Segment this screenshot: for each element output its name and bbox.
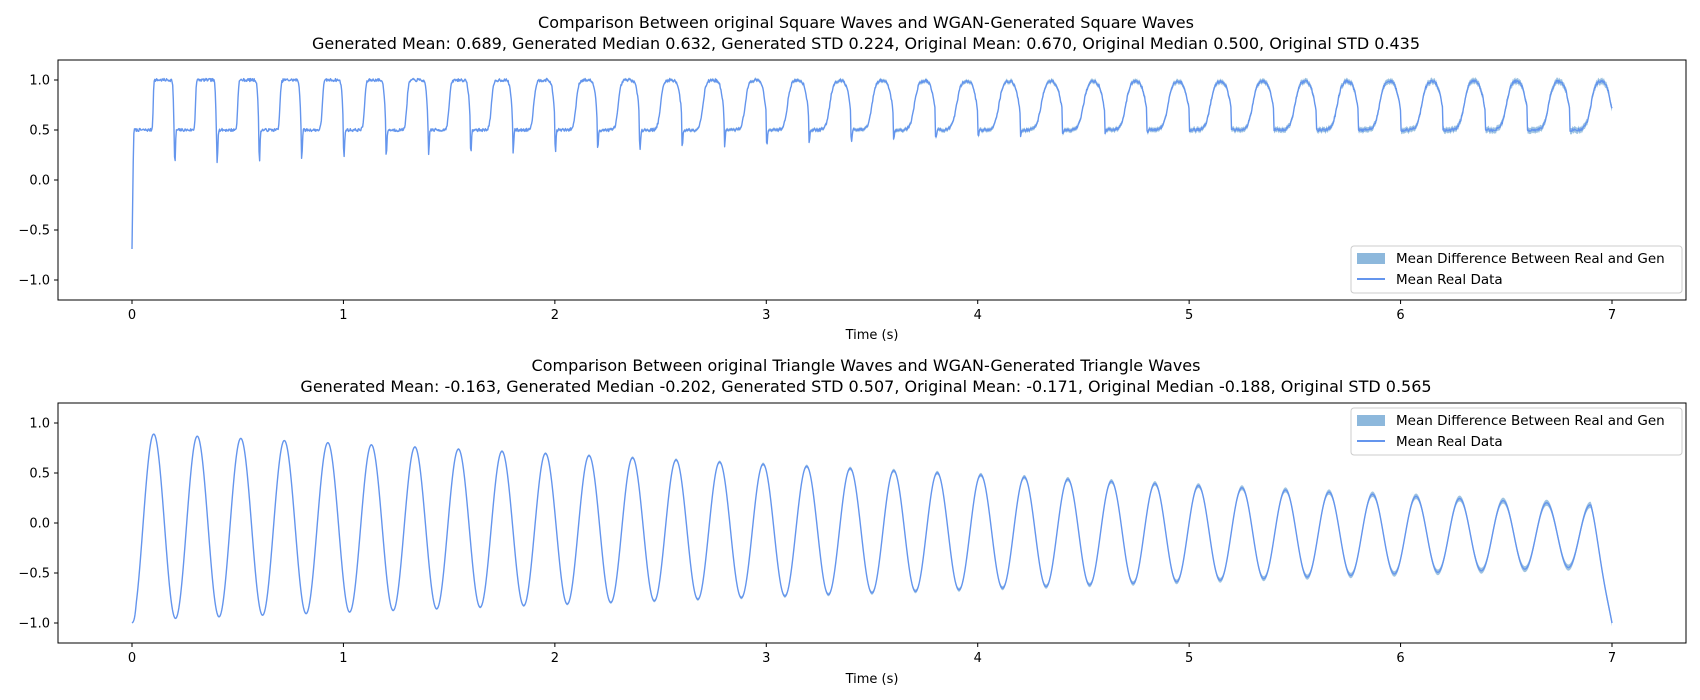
- legend: Mean Difference Between Real and Gen Mea…: [1350, 245, 1683, 294]
- x-tick-label: 6: [1396, 308, 1404, 323]
- legend-band-swatch: [1357, 415, 1385, 426]
- plot-subtitle: Generated Mean: 0.689, Generated Median …: [312, 34, 1420, 53]
- legend-label-line: Mean Real Data: [1396, 272, 1503, 288]
- y-tick-label: 0.0: [29, 174, 50, 189]
- legend-box: [1350, 407, 1683, 456]
- legend: Mean Difference Between Real and Gen Mea…: [1350, 407, 1683, 456]
- x-tick-label: 2: [551, 308, 559, 323]
- x-tick-label: 5: [1185, 308, 1193, 323]
- plot-title: Comparison Between original Triangle Wav…: [532, 356, 1201, 375]
- x-axis-label: Time (s): [845, 672, 899, 687]
- x-tick-label: 3: [762, 308, 770, 323]
- legend-label-band: Mean Difference Between Real and Gen: [1396, 413, 1665, 429]
- x-tick-label: 3: [762, 651, 770, 666]
- plot-marks: [131, 77, 1613, 250]
- mean-real-data-line: [131, 77, 1613, 250]
- y-axis-ticks: −1.0 −0.5 0.0 0.5 1.0: [18, 74, 58, 289]
- x-tick-label: 0: [128, 308, 136, 323]
- x-tick-label: 6: [1396, 651, 1404, 666]
- x-tick-label: 2: [551, 651, 559, 666]
- x-tick-label: 1: [339, 651, 347, 666]
- triangle-wave-subplot: Comparison Between original Triangle Wav…: [18, 356, 1687, 687]
- x-tick-label: 5: [1185, 651, 1193, 666]
- x-axis-ticks: 0 1 2 3 4 5 6 7: [128, 643, 1616, 666]
- y-tick-label: −0.5: [18, 224, 50, 239]
- x-tick-label: 7: [1608, 308, 1616, 323]
- mean-real-data-line: [131, 433, 1613, 624]
- x-tick-label: 4: [974, 651, 982, 666]
- x-axis-label: Time (s): [845, 328, 899, 343]
- x-axis-ticks: 0 1 2 3 4 5 6 7: [128, 300, 1616, 323]
- legend-label-band: Mean Difference Between Real and Gen: [1396, 251, 1665, 267]
- x-tick-label: 7: [1608, 651, 1616, 666]
- y-tick-label: −1.0: [18, 274, 50, 289]
- y-axis-ticks: −1.0 −0.5 0.0 0.5 1.0: [18, 417, 58, 632]
- y-tick-label: 0.5: [29, 124, 50, 139]
- y-tick-label: 1.0: [29, 74, 50, 89]
- y-tick-label: −0.5: [18, 567, 50, 582]
- legend-label-line: Mean Real Data: [1396, 434, 1503, 450]
- plot-subtitle: Generated Mean: -0.163, Generated Median…: [300, 377, 1431, 396]
- legend-box: [1350, 245, 1683, 294]
- x-tick-label: 4: [974, 308, 982, 323]
- y-tick-label: 0.5: [29, 467, 50, 482]
- plot-marks: [131, 433, 1613, 627]
- square-wave-subplot: Comparison Between original Square Waves…: [18, 13, 1687, 343]
- legend-band-swatch: [1357, 253, 1385, 264]
- x-tick-label: 0: [128, 651, 136, 666]
- y-tick-label: −1.0: [18, 617, 50, 632]
- plot-title: Comparison Between original Square Waves…: [538, 13, 1194, 32]
- y-tick-label: 1.0: [29, 417, 50, 432]
- y-tick-label: 0.0: [29, 517, 50, 532]
- x-tick-label: 1: [339, 308, 347, 323]
